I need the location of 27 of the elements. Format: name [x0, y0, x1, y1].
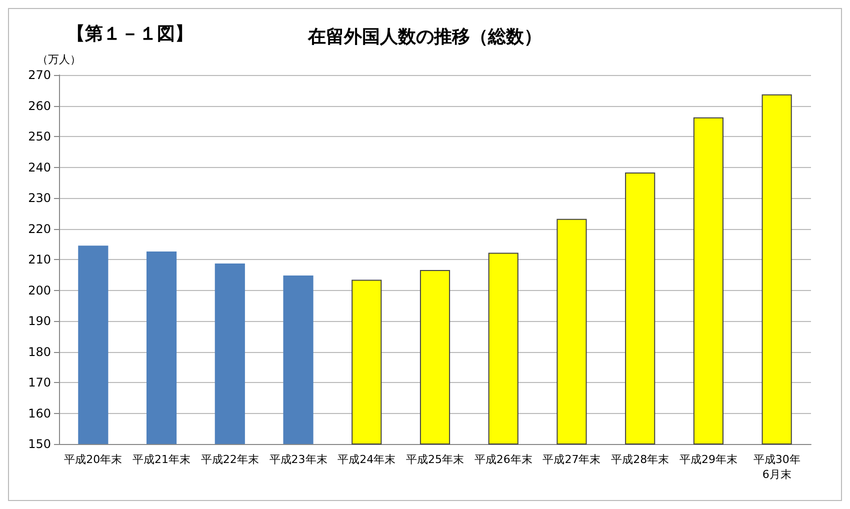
x-tick-label: 平成27年末 — [542, 453, 601, 466]
y-tick-label: 160 — [28, 406, 51, 420]
text: 【第１－１図】 — [67, 24, 193, 44]
y-tick-label: 260 — [28, 98, 51, 113]
x-tick-label: 平成23年末 — [269, 453, 328, 466]
y-axis-title: （万人） — [37, 53, 81, 66]
y-tick-label: 180 — [28, 344, 51, 359]
x-tick-label: 平成29年末 — [679, 453, 738, 466]
x-tick-label: 平成24年末 — [338, 453, 396, 466]
y-tick-label: 240 — [28, 160, 51, 174]
y-tick-label: 270 — [28, 68, 51, 82]
y-tick-label: 210 — [28, 252, 51, 266]
y-tick-label: 250 — [28, 130, 51, 144]
x-tick-label: 平成20年末 — [64, 453, 122, 466]
x-tick-label: 平成21年末 — [132, 453, 191, 466]
y-tick-label: 200 — [28, 283, 51, 298]
x-tick-label: 平成30年 6月末 — [753, 453, 800, 481]
y-tick-label: 230 — [28, 191, 51, 205]
x-tick-label: 平成22年末 — [200, 453, 259, 466]
x-tick-label: 平成25年末 — [406, 453, 464, 466]
chart-title: 在留外国人数の推移（総数） — [307, 26, 542, 48]
y-tick-label: 150 — [28, 437, 51, 451]
y-tick-label: 170 — [28, 376, 51, 390]
x-tick-label: 平成28年末 — [611, 453, 670, 466]
x-tick-label: 平成26年末 — [474, 453, 532, 466]
y-tick-label: 190 — [28, 314, 51, 328]
y-tick-label: 220 — [28, 222, 51, 236]
